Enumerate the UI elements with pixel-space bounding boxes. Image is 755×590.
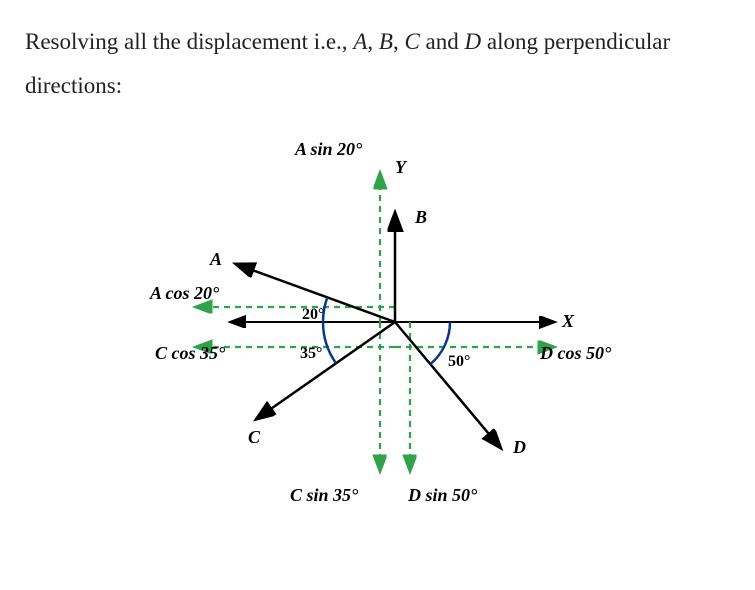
component-label-D-sin: D sin 50°	[408, 485, 477, 506]
component-label-C-cos: C cos 35°	[155, 343, 225, 364]
component-label-D-cos: D cos 50°	[540, 343, 611, 364]
caption-c3: and	[420, 29, 465, 54]
vector-label-d: D	[513, 437, 526, 458]
vector-label-c: C	[248, 427, 260, 448]
axis-y-label: Y	[395, 157, 406, 178]
angle-20-label: 20°	[302, 306, 324, 324]
component-label-A-cos: A cos 20°	[150, 283, 219, 304]
caption-var-c: C	[404, 29, 419, 54]
caption-c2: ,	[393, 29, 405, 54]
caption-var-a: A	[353, 29, 367, 54]
caption-pre: Resolving all the displacement i.e.,	[25, 29, 353, 54]
caption-text: Resolving all the displacement i.e., A, …	[0, 0, 755, 107]
vector-label-b: B	[415, 207, 427, 228]
caption-var-d: D	[465, 29, 482, 54]
angle-35-label: 35°	[300, 345, 322, 363]
axis-x-label: X	[562, 311, 574, 332]
vector-label-a: A	[210, 249, 222, 270]
caption-var-b: B	[379, 29, 393, 54]
vector-diagram: X Y A B C D A sin 20° A cos 20° C cos 35° C sin 3…	[0, 107, 755, 537]
component-label-A-sin: A sin 20°	[295, 139, 362, 160]
diagram-svg	[0, 107, 755, 537]
angle-50-label: 50°	[448, 353, 470, 371]
component-label-C-sin: C sin 35°	[290, 485, 358, 506]
caption-c1: ,	[367, 29, 379, 54]
